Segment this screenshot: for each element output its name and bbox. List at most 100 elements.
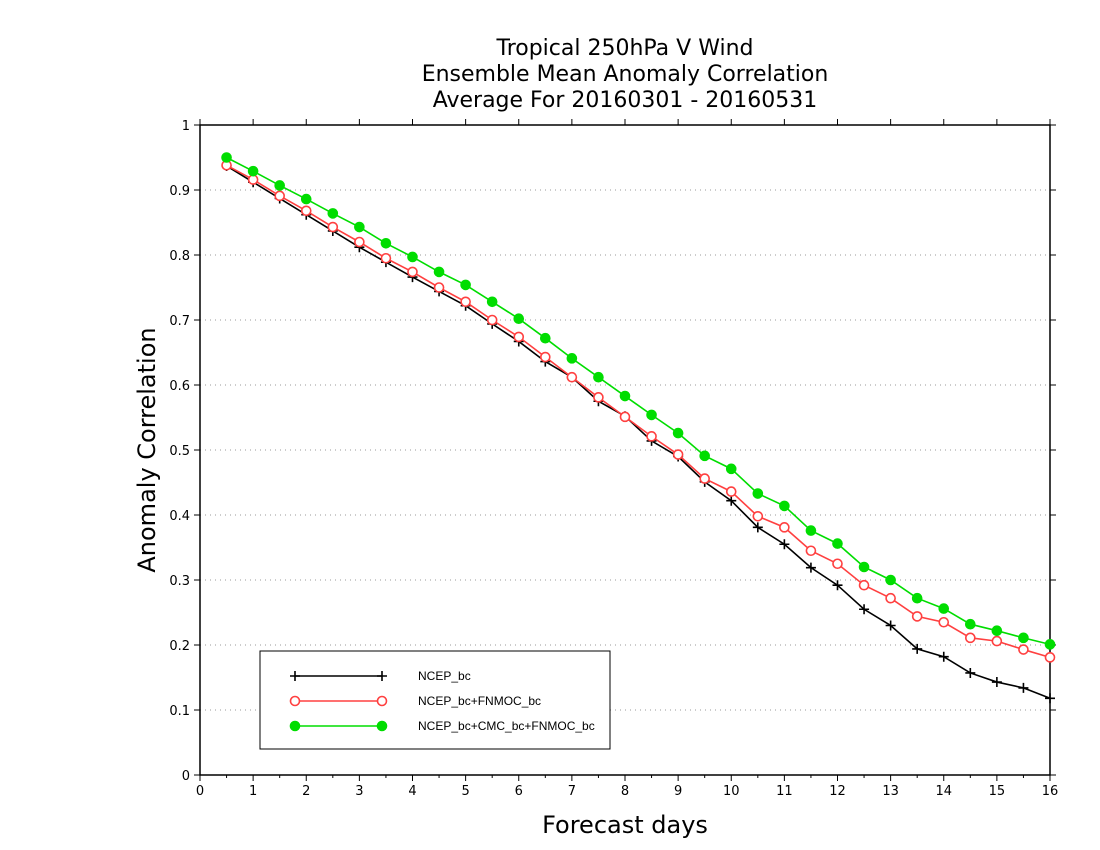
x-tick-label: 3 bbox=[355, 784, 363, 799]
data-point-filled-circle bbox=[274, 180, 285, 191]
data-point-filled-circle bbox=[1044, 639, 1056, 650]
data-point-open-circle bbox=[593, 392, 604, 403]
data-point-plus bbox=[965, 667, 976, 678]
data-point-filled-circle bbox=[300, 193, 312, 205]
data-point-plus bbox=[290, 671, 300, 681]
title-line-3: Average For 20160301 - 20160531 bbox=[432, 88, 818, 113]
data-point-filled-circle bbox=[376, 720, 388, 732]
x-tick-label: 10 bbox=[723, 784, 740, 799]
data-point-plus bbox=[832, 580, 843, 591]
x-tick-label: 16 bbox=[1042, 784, 1059, 799]
chart-title: Tropical 250hPa V Wind Ensemble Mean Ano… bbox=[200, 36, 1050, 114]
data-point-filled-circle bbox=[965, 618, 976, 630]
data-point-open-circle bbox=[779, 522, 790, 533]
y-tick-label: 0.1 bbox=[169, 704, 190, 719]
x-tick-label: 6 bbox=[515, 784, 523, 799]
x-tick-label: 0 bbox=[196, 784, 204, 799]
data-point-open-circle bbox=[965, 632, 976, 644]
x-tick-label: 15 bbox=[989, 784, 1006, 799]
data-point-open-circle bbox=[672, 449, 684, 460]
data-point-open-circle bbox=[1018, 644, 1029, 655]
x-tick-label: 13 bbox=[882, 784, 899, 799]
data-point-filled-circle bbox=[460, 279, 471, 291]
data-point-plus bbox=[1045, 693, 1055, 704]
x-tick-label: 9 bbox=[674, 784, 682, 799]
grid-lines bbox=[200, 189, 1050, 711]
x-tick-label: 1 bbox=[249, 784, 257, 799]
legend-label: NCEP_bc+FNMOC_bc bbox=[418, 694, 541, 708]
data-point-plus bbox=[885, 620, 896, 631]
data-point-filled-circle bbox=[486, 296, 498, 308]
data-point-filled-circle bbox=[699, 450, 710, 462]
data-point-open-circle bbox=[380, 252, 392, 264]
data-point-open-circle bbox=[646, 431, 657, 442]
data-point-filled-circle bbox=[354, 221, 365, 233]
x-tick-label: 12 bbox=[829, 784, 846, 799]
data-point-open-circle bbox=[289, 695, 301, 707]
data-point-open-circle bbox=[433, 282, 445, 293]
y-tick-label: 0.2 bbox=[169, 639, 190, 654]
data-series bbox=[221, 152, 1056, 704]
x-tick-label: 7 bbox=[568, 784, 576, 799]
data-point-open-circle bbox=[486, 314, 498, 326]
data-point-open-circle bbox=[832, 558, 843, 570]
y-tick-label: 0.3 bbox=[169, 574, 190, 589]
series-line bbox=[226, 164, 1051, 659]
data-point-filled-circle bbox=[911, 592, 923, 604]
legend: NCEP_bc NCEP_bc+FNMOC_bc NCEP_bc+CMC_bc+FN… bbox=[259, 650, 611, 750]
data-point-plus bbox=[377, 671, 387, 681]
data-point-filled-circle bbox=[832, 538, 843, 549]
data-point-filled-circle bbox=[672, 427, 684, 439]
data-point-filled-circle bbox=[858, 561, 870, 573]
data-point-plus bbox=[859, 604, 870, 615]
x-tick-label: 8 bbox=[621, 784, 629, 799]
data-point-filled-circle bbox=[407, 251, 418, 263]
data-point-filled-circle bbox=[289, 720, 301, 732]
y-axis-title: Anomaly Correlation bbox=[133, 327, 161, 572]
data-point-plus bbox=[912, 643, 923, 654]
data-point-plus bbox=[805, 562, 816, 573]
data-point-open-circle bbox=[938, 616, 950, 628]
data-point-open-circle bbox=[327, 221, 339, 233]
data-point-open-circle bbox=[1044, 652, 1056, 663]
y-tick-label: 0.5 bbox=[169, 444, 190, 459]
data-point-filled-circle bbox=[540, 332, 551, 344]
data-point-filled-circle bbox=[380, 238, 392, 249]
data-point-plus bbox=[1018, 682, 1029, 693]
y-tick-label: 0.7 bbox=[169, 314, 190, 329]
data-point-filled-circle bbox=[513, 313, 525, 325]
data-point-open-circle bbox=[354, 236, 365, 248]
data-point-filled-circle bbox=[752, 488, 764, 499]
data-point-open-circle bbox=[805, 545, 817, 557]
data-point-plus bbox=[938, 651, 949, 662]
data-point-filled-circle bbox=[619, 390, 631, 402]
y-tick-label: 0.9 bbox=[169, 184, 190, 199]
data-point-filled-circle bbox=[938, 603, 950, 614]
series-0 bbox=[221, 160, 1055, 704]
data-point-filled-circle bbox=[779, 500, 790, 512]
data-point-open-circle bbox=[885, 592, 896, 604]
data-point-open-circle bbox=[300, 205, 312, 217]
legend-box bbox=[259, 650, 611, 750]
x-tick-label: 2 bbox=[302, 784, 310, 799]
x-tick-label: 4 bbox=[408, 784, 416, 799]
data-point-plus bbox=[752, 522, 763, 533]
data-point-plus bbox=[726, 495, 737, 506]
y-tick-label: 0.6 bbox=[169, 379, 190, 394]
y-tick-label: 0 bbox=[182, 769, 190, 784]
data-point-open-circle bbox=[911, 611, 923, 622]
x-tick-label: 14 bbox=[935, 784, 952, 799]
data-point-open-circle bbox=[460, 296, 471, 308]
data-point-filled-circle bbox=[991, 625, 1003, 637]
data-point-open-circle bbox=[513, 331, 525, 343]
y-tick-label: 0.4 bbox=[169, 509, 190, 524]
data-point-filled-circle bbox=[885, 574, 896, 586]
y-tick-label: 1 bbox=[182, 119, 190, 134]
data-point-filled-circle bbox=[805, 525, 817, 536]
data-point-filled-circle bbox=[221, 152, 232, 163]
x-tick-label: 11 bbox=[776, 784, 793, 799]
y-axis: 0 0.1 0.2 0.3 0.4 0.5 0.6 0.7 0.8 0.9 1 bbox=[169, 119, 1056, 784]
data-point-open-circle bbox=[274, 190, 285, 202]
series-line bbox=[226, 165, 1051, 700]
